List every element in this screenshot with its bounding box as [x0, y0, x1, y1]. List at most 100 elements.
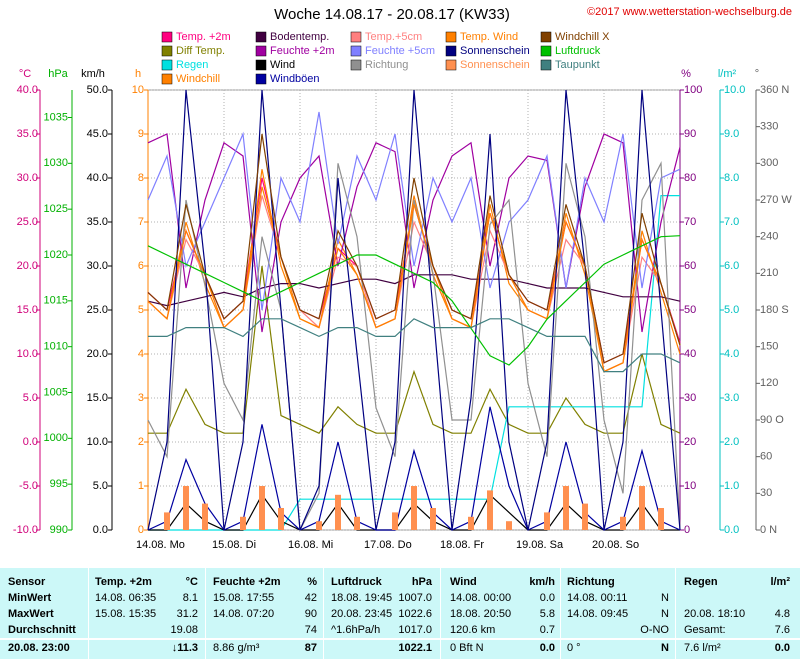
- table-cell: Wind: [450, 576, 477, 588]
- legend-swatch: [445, 45, 457, 57]
- legend-label: Feuchte +2m: [270, 45, 335, 57]
- table-cell: 0 °: [567, 642, 581, 654]
- table-cell: 1022.1: [398, 642, 432, 654]
- y-tick-label: 3: [138, 392, 144, 404]
- x-tick-label: 15.08. Di: [212, 539, 256, 551]
- series-line: [147, 133, 681, 364]
- series-line: [147, 133, 681, 333]
- y-tick-label: 90 O: [760, 414, 784, 426]
- y-tick-label: 30.0: [87, 260, 108, 272]
- legend-swatch: [350, 45, 362, 57]
- y-tick-label: 40: [684, 348, 696, 360]
- table-panel: [0, 568, 88, 659]
- y-tick-label: -10.0: [13, 524, 38, 536]
- y-tick-label: 180 S: [760, 304, 789, 316]
- y-tick-label: 45.0: [87, 128, 108, 140]
- series-line: [148, 265, 681, 434]
- bar: [259, 486, 265, 530]
- table-cell: N: [661, 608, 669, 620]
- x-tick-label: 16.08. Mi: [288, 539, 333, 551]
- table-cell: 18.08. 20:50: [450, 608, 511, 620]
- y-tick-label: 0.0: [23, 436, 38, 448]
- y-tick-label: 1010: [44, 341, 68, 353]
- table-cell: 0.0: [775, 642, 790, 654]
- table-cell: Sensor: [8, 576, 46, 588]
- legend-label: Feuchte +5cm: [365, 45, 435, 57]
- bar: [411, 486, 417, 530]
- y-tick-label: 0.0: [724, 524, 739, 536]
- table-cell: 7.6 l/m²: [684, 642, 721, 654]
- series-line: [147, 274, 681, 307]
- series-line: [147, 89, 681, 531]
- y-tick-label: 9.0: [724, 128, 739, 140]
- y-tick-label: 10: [132, 84, 144, 96]
- legend-swatch: [540, 59, 552, 71]
- table-cell: 7.6: [775, 624, 790, 636]
- y-tick-label: -5.0: [19, 480, 38, 492]
- bar: [354, 516, 360, 530]
- table-cell: 1022.6: [398, 608, 432, 620]
- y-tick-label: 7: [138, 216, 144, 228]
- legend-label: Richtung: [365, 59, 408, 71]
- y-tick-label: 10.0: [87, 436, 108, 448]
- table-cell: 8.86 g/m³: [213, 642, 260, 654]
- y-tick-label: 100: [684, 84, 702, 96]
- y-tick-label: 6.0: [724, 260, 739, 272]
- bar: [582, 503, 588, 530]
- y-tick-label: 240: [760, 231, 778, 243]
- table-cell: 0.7: [540, 624, 555, 636]
- y-tick-label: 1: [138, 480, 144, 492]
- y-tick-label: 20: [684, 436, 696, 448]
- table-cell: 14.08. 07:20: [213, 608, 274, 620]
- y-tick-label: 0: [138, 524, 144, 536]
- table-cell: 15.08. 15:35: [95, 608, 156, 620]
- y-tick-label: 40.0: [17, 84, 38, 96]
- table-cell: 90: [305, 608, 317, 620]
- bar: [544, 512, 550, 530]
- bar: [202, 503, 208, 530]
- legend-label: Windchill: [176, 73, 220, 85]
- y-tick-label: 50.0: [87, 84, 108, 96]
- table-cell: O-NO: [640, 624, 669, 636]
- y-tick-label: 150: [760, 341, 778, 353]
- x-tick-label: 20.08. So: [592, 539, 639, 551]
- legend-label: Sonnenschein: [460, 59, 530, 71]
- y-tick-label: 8.0: [724, 172, 739, 184]
- table-cell: 14.08. 00:00: [450, 592, 511, 604]
- y-tick-label: 270 W: [760, 194, 792, 206]
- y-tick-label: 4.0: [724, 348, 739, 360]
- y-tick-label: 5.0: [23, 392, 38, 404]
- table-panel: [676, 568, 800, 659]
- y-tick-label: 6: [138, 260, 144, 272]
- y-tick-label: 120: [760, 377, 778, 389]
- legend-label: Windböen: [270, 73, 320, 85]
- y-tick-label: 210: [760, 267, 778, 279]
- table-cell: 15.08. 17:55: [213, 592, 274, 604]
- table-cell: MinWert: [8, 592, 52, 604]
- y-tick-label: 3.0: [724, 392, 739, 404]
- y-tick-label: 10.0: [724, 84, 745, 96]
- bar: [639, 486, 645, 530]
- table-cell: 1007.0: [398, 592, 432, 604]
- y-tick-label: 15.0: [87, 392, 108, 404]
- table-cell: km/h: [529, 576, 555, 588]
- y-tick-label: 35.0: [17, 128, 38, 140]
- table-panel: [561, 568, 675, 659]
- bar: [563, 486, 569, 530]
- legend-swatch: [255, 59, 267, 71]
- table-cell: N: [661, 592, 669, 604]
- legend-label: Bodentemp.: [270, 31, 329, 43]
- table-cell: ↓11.3: [172, 642, 198, 654]
- legend-label: Wind: [270, 59, 295, 71]
- table-cell: 87: [305, 642, 317, 654]
- table-panel: [324, 568, 440, 659]
- legend-swatch: [255, 73, 267, 85]
- bar: [278, 508, 284, 530]
- y-tick-label: 30: [684, 392, 696, 404]
- bar: [164, 512, 170, 530]
- series-line: [147, 406, 681, 531]
- table-cell: 0 Bft N: [450, 642, 484, 654]
- table-panel: [441, 568, 560, 659]
